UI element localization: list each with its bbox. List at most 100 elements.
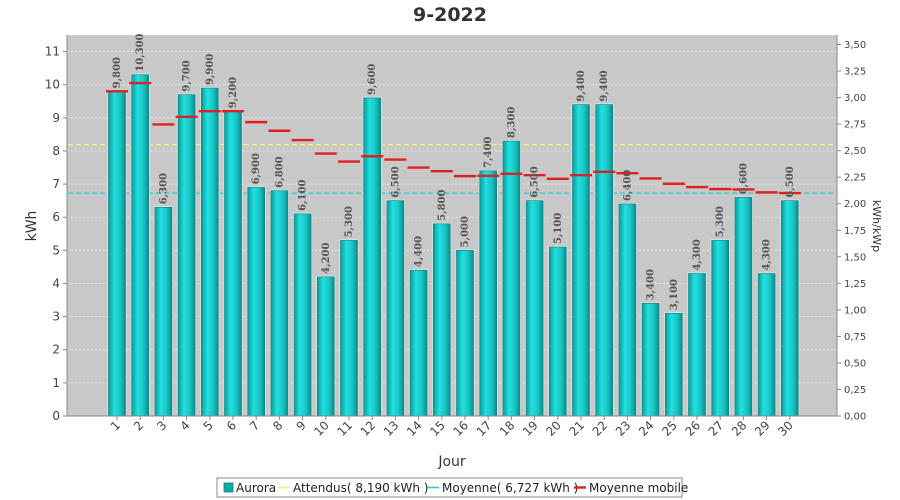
x-tick-label: 21 — [566, 418, 587, 439]
bar — [757, 273, 776, 417]
x-tick-label: 22 — [590, 418, 611, 439]
bar — [688, 273, 706, 417]
data-label: 3,100 — [669, 279, 680, 310]
bar — [780, 200, 799, 417]
bar — [293, 213, 312, 417]
x-axis-label: Jour — [437, 454, 466, 470]
bar — [247, 187, 265, 417]
data-label: 9,400 — [576, 70, 587, 101]
bar — [270, 190, 289, 417]
x-tick-label: 2 — [131, 418, 146, 433]
y-tick-label: 7 — [52, 177, 60, 191]
bar — [664, 312, 683, 417]
bars — [107, 73, 800, 417]
data-label: 5,800 — [437, 189, 448, 220]
data-label: 4,300 — [762, 239, 773, 270]
data-label: 4,200 — [321, 242, 332, 273]
x-tick-label: 18 — [497, 418, 518, 439]
bar — [734, 197, 753, 417]
y-right-tick-label: 1,25 — [844, 279, 866, 290]
bar — [618, 203, 637, 417]
data-labels: 9,800 10,300 6,300 9,700 9,900 9,200 6,900 6,80… — [112, 33, 796, 310]
x-tick-label: 16 — [450, 418, 471, 439]
bar — [572, 104, 590, 417]
x-tick-label: 28 — [729, 418, 750, 439]
y-right-tick-label: 2,75 — [844, 120, 866, 131]
y-tick-label: 1 — [52, 376, 60, 390]
data-label: 10,300 — [135, 33, 146, 71]
y-right-tick-label: 0,75 — [844, 332, 866, 343]
y-right-tick-label: 0,00 — [844, 412, 866, 423]
data-label: 5,100 — [553, 213, 564, 244]
data-label: 6,500 — [530, 166, 541, 197]
bar — [177, 94, 196, 417]
data-label: 8,300 — [506, 107, 517, 138]
data-label: 7,400 — [483, 136, 494, 167]
y-right-tick-label: 1,75 — [844, 226, 866, 237]
bar — [131, 74, 149, 417]
bar — [479, 170, 498, 417]
x-tick-label: 20 — [543, 418, 564, 439]
moving-average — [106, 81, 801, 195]
data-label: 5,300 — [715, 206, 726, 237]
bar — [711, 240, 730, 417]
x-tick-label: 14 — [404, 418, 425, 439]
x-tick-label: 24 — [636, 418, 657, 439]
y-tick-label: 5 — [52, 243, 60, 257]
y-tick-label: 10 — [45, 78, 60, 92]
data-label: 9,600 — [367, 64, 378, 95]
x-tick-label: 26 — [682, 418, 703, 439]
x-tick-label: 15 — [427, 418, 448, 439]
data-label: 6,500 — [390, 166, 401, 197]
bar — [340, 240, 358, 417]
bar — [201, 87, 219, 417]
bar — [595, 104, 614, 417]
data-label: 6,300 — [158, 173, 169, 204]
y-tick-label: 9 — [52, 111, 60, 125]
bar — [224, 110, 242, 417]
bar — [641, 303, 660, 417]
x-tick-label: 4 — [177, 418, 192, 433]
y-tick-label: 0 — [52, 409, 60, 423]
legend: Aurora Attendus( 8,190 kWh ) Moyenne( 6,72… — [216, 477, 688, 498]
x-tick-label: 12 — [358, 418, 379, 439]
bar — [386, 200, 405, 417]
y-right-tick-label: 1,50 — [844, 252, 866, 263]
y-right-tick-label: 2,50 — [844, 146, 866, 157]
legend-label: Moyenne mobile — [589, 481, 688, 495]
y-axis-label: kWh — [24, 211, 40, 242]
data-label: 9,900 — [205, 54, 216, 85]
y-right-tick-label: 2,00 — [844, 199, 866, 210]
bar — [432, 223, 451, 417]
legend-label: Moyenne( 6,727 kWh ) — [442, 481, 578, 495]
data-label: 9,700 — [182, 60, 193, 91]
x-tick-label: 13 — [381, 418, 402, 439]
legend-label: Attendus( 8,190 kWh ) — [293, 481, 428, 495]
data-label: 3,400 — [646, 269, 657, 300]
bar — [409, 269, 428, 417]
bar — [502, 140, 521, 417]
legend-box — [216, 477, 683, 498]
data-label: 6,500 — [785, 166, 796, 197]
y-right-tick-label: 3,50 — [844, 40, 866, 51]
y-right-tick-label: 2,25 — [844, 173, 866, 184]
data-label: 6,600 — [738, 163, 749, 194]
x-tick-label: 11 — [334, 418, 355, 439]
y-tick-label: 11 — [45, 45, 60, 59]
data-label: 4,400 — [414, 236, 425, 267]
x-tick-label: 27 — [706, 418, 727, 439]
legend-label: Aurora — [236, 481, 276, 495]
x-tick-label: 25 — [659, 418, 680, 439]
data-label: 9,800 — [112, 57, 123, 88]
x-tick-label: 7 — [247, 418, 262, 433]
y-axis-right-label: kWh/kWp — [870, 200, 883, 252]
bar — [548, 246, 567, 417]
y-tick-label: 6 — [52, 210, 60, 224]
data-label: 5,000 — [460, 216, 471, 247]
x-tick-label: 30 — [775, 418, 796, 439]
x-tick-label: 9 — [293, 418, 308, 433]
chart-title: 9-2022 — [413, 4, 487, 26]
y-tick-label: 8 — [52, 144, 60, 158]
data-label: 4,300 — [692, 239, 703, 270]
